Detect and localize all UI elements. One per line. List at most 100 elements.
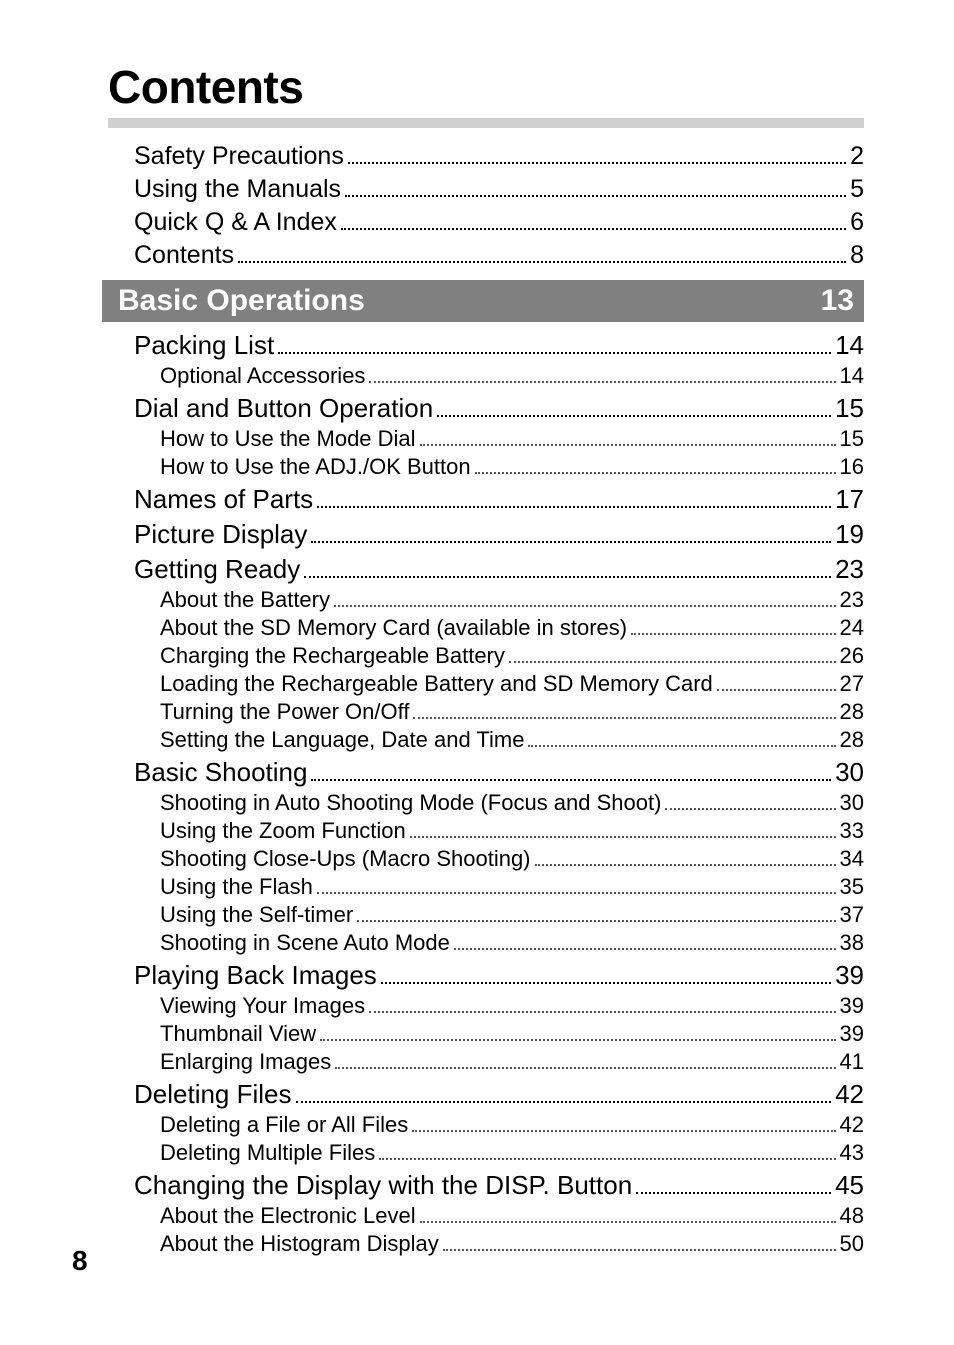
- toc-item-l1-row: Changing the Display with the DISP. Butt…: [134, 1170, 864, 1201]
- dot-leader: [320, 1023, 835, 1041]
- toc-item-l1-label: Packing List: [134, 330, 274, 361]
- dot-leader: [238, 243, 846, 263]
- dot-leader: [369, 995, 835, 1013]
- toc-item-l2-row: Using the Flash35: [134, 874, 864, 900]
- toc-item-l1-row: Getting Ready23: [134, 554, 864, 585]
- toc-item-l2-page: 33: [840, 818, 864, 844]
- front-item-label: Contents: [134, 241, 234, 270]
- toc-item-l1-page: 30: [835, 757, 864, 788]
- toc-item-l2-page: 35: [840, 874, 864, 900]
- toc-item-l1-page: 39: [835, 960, 864, 991]
- toc-item-l2-page: 39: [840, 1021, 864, 1047]
- dot-leader: [341, 210, 846, 230]
- toc-item-l1-label: Deleting Files: [134, 1079, 292, 1110]
- dot-leader: [535, 848, 836, 866]
- toc-item-l1-row: Names of Parts17: [134, 484, 864, 515]
- front-matter-list: Safety Precautions2Using the Manuals5Qui…: [134, 142, 864, 270]
- section-page: 13: [821, 284, 864, 318]
- toc-item-l1-page: 15: [835, 393, 864, 424]
- toc-item-l2-page: 50: [840, 1231, 864, 1257]
- front-item-page: 6: [850, 208, 864, 237]
- toc-item-l1-label: Picture Display: [134, 519, 307, 550]
- dot-leader: [443, 1233, 836, 1251]
- toc-item-l2-row: Loading the Rechargeable Battery and SD …: [134, 671, 864, 697]
- toc-item-l2-page: 26: [840, 643, 864, 669]
- toc-item-l2-label: How to Use the ADJ./OK Button: [160, 454, 471, 480]
- toc-list: Packing List 14 Optional Accessories 14 Dial…: [134, 330, 864, 1257]
- front-item-label: Safety Precautions: [134, 142, 344, 171]
- toc-item-l2-row: How to Use the Mode Dial 15: [134, 426, 864, 452]
- toc-item-l2-row: Shooting Close-Ups (Macro Shooting)34: [134, 846, 864, 872]
- front-item-row: Quick Q & A Index 6: [134, 208, 864, 237]
- dot-leader: [636, 1173, 831, 1194]
- toc-item-l1-page: 42: [835, 1079, 864, 1110]
- dot-leader: [410, 820, 836, 838]
- toc-item-l2-page: 38: [840, 930, 864, 956]
- toc-item-l2-label: Charging the Rechargeable Battery: [160, 643, 505, 669]
- toc-item-l2-row: Deleting a File or All Files42: [134, 1112, 864, 1138]
- toc-item-l2-row: Shooting in Auto Shooting Mode (Focus an…: [134, 790, 864, 816]
- page-title: Contents: [108, 60, 864, 114]
- toc-item-l2-label: About the Histogram Display: [160, 1231, 439, 1257]
- toc-item-l2-page: 28: [840, 727, 864, 753]
- toc-item-l1-page: 23: [835, 554, 864, 585]
- toc-item-l2-page: 39: [840, 993, 864, 1019]
- toc-item-l2-page: 43: [840, 1140, 864, 1166]
- toc-item-l2-row: Shooting in Scene Auto Mode 38: [134, 930, 864, 956]
- dot-leader: [345, 177, 846, 197]
- toc-item-l1-row: Playing Back Images 39: [134, 960, 864, 991]
- dot-leader: [475, 456, 836, 474]
- toc-item-l2-row: Thumbnail View39: [134, 1021, 864, 1047]
- toc-item-l2-row: Enlarging Images41: [134, 1049, 864, 1075]
- dot-leader: [334, 589, 836, 607]
- toc-item-l2-page: 14: [840, 363, 864, 389]
- front-item-page: 5: [850, 175, 864, 204]
- toc-item-l2-row: About the Battery23: [134, 587, 864, 613]
- toc-item-l2-page: 30: [840, 790, 864, 816]
- toc-item-l1-row: Packing List 14: [134, 330, 864, 361]
- dot-leader: [357, 904, 835, 922]
- toc-item-l2-label: How to Use the Mode Dial: [160, 426, 416, 452]
- toc-item-l1-label: Playing Back Images: [134, 960, 377, 991]
- dot-leader: [381, 963, 831, 984]
- toc-item-l2-page: 24: [840, 615, 864, 641]
- toc-item-l1-label: Basic Shooting: [134, 757, 307, 788]
- toc-item-l2-label: Shooting in Scene Auto Mode: [160, 930, 450, 956]
- toc-item-l1-page: 14: [835, 330, 864, 361]
- toc-item-l2-page: 15: [840, 426, 864, 452]
- toc-item-l2-row: Deleting Multiple Files 43: [134, 1140, 864, 1166]
- front-item-row: Contents 8: [134, 241, 864, 270]
- dot-leader: [348, 144, 846, 164]
- dot-leader: [665, 792, 835, 810]
- section-title: Basic Operations: [108, 284, 821, 318]
- toc-item-l2-page: 42: [840, 1112, 864, 1138]
- toc-item-l2-label: Viewing Your Images: [160, 993, 365, 1019]
- dot-leader: [631, 617, 835, 635]
- toc-item-l2-label: Optional Accessories: [160, 363, 365, 389]
- toc-item-l2-label: Deleting Multiple Files: [160, 1140, 375, 1166]
- toc-item-l2-page: 23: [840, 587, 864, 613]
- dot-leader: [454, 932, 836, 950]
- dot-leader: [413, 701, 835, 719]
- toc-item-l2-page: 28: [840, 699, 864, 725]
- page-container: Contents Safety Precautions2Using the Ma…: [0, 0, 954, 1345]
- dot-leader: [509, 645, 836, 663]
- dot-leader: [717, 673, 836, 691]
- dot-leader: [317, 487, 831, 508]
- toc-item-l2-label: Using the Zoom Function: [160, 818, 406, 844]
- toc-item-l1-row: Picture Display19: [134, 519, 864, 550]
- toc-item-l2-label: Using the Self-timer: [160, 902, 353, 928]
- toc-item-l2-row: About the SD Memory Card (available in s…: [134, 615, 864, 641]
- toc-item-l1-row: Deleting Files 42: [134, 1079, 864, 1110]
- front-item-page: 8: [850, 241, 864, 270]
- toc-item-l1-page: 45: [835, 1170, 864, 1201]
- dot-leader: [420, 428, 836, 446]
- toc-item-l1-label: Names of Parts: [134, 484, 313, 515]
- dot-leader: [311, 760, 831, 781]
- front-item-label: Using the Manuals: [134, 175, 341, 204]
- toc-item-l2-label: Shooting Close-Ups (Macro Shooting): [160, 846, 531, 872]
- toc-item-l2-page: 41: [840, 1049, 864, 1075]
- toc-item-l1-label: Dial and Button Operation: [134, 393, 433, 424]
- toc-item-l2-row: Using the Zoom Function 33: [134, 818, 864, 844]
- front-item-label: Quick Q & A Index: [134, 208, 337, 237]
